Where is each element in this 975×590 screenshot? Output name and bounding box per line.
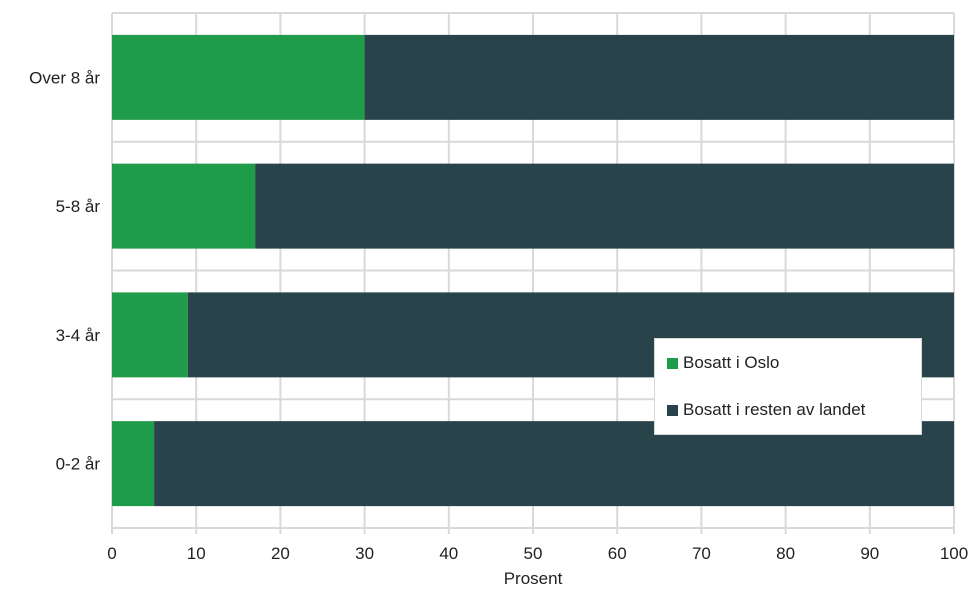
bar-oslo [112,163,256,249]
legend-label-oslo: Bosatt i Oslo [683,353,780,372]
x-tick-label: 20 [271,544,290,563]
bars [112,34,955,507]
legend: Bosatt i Oslo Bosatt i resten av landet [654,338,922,435]
x-tick-label: 90 [860,544,879,563]
legend-swatch-oslo [667,357,678,369]
y-tick-label: 3-4 år [56,326,101,345]
x-tick-label: 0 [107,544,116,563]
x-tick-label: 60 [608,544,627,563]
x-tick-label: 100 [940,544,968,563]
legend-item-rest: Bosatt i resten av landet [667,400,865,420]
bar-oslo [112,34,365,120]
bar-oslo [112,421,155,507]
legend-label-rest: Bosatt i resten av landet [683,400,866,419]
y-tick-label: 5-8 år [56,197,101,216]
bar-rest [154,421,955,507]
y-tick-label: Over 8 år [29,68,100,87]
x-tick-label: 40 [439,544,458,563]
x-tick-label: 10 [187,544,206,563]
bar-oslo [112,292,188,378]
x-tick-label: 50 [524,544,543,563]
x-tick-label: 70 [692,544,711,563]
y-tick-labels: Over 8 år 5-8 år 3-4 år 0-2 år [29,68,100,473]
legend-swatch-rest [667,404,678,416]
x-tick-label: 30 [355,544,374,563]
bar-rest [255,163,954,249]
y-tick-label: 0-2 år [56,455,101,474]
x-tick-labels: 0 10 20 30 40 50 60 70 80 90 100 [107,544,968,563]
x-tick-label: 80 [776,544,795,563]
legend-item-oslo: Bosatt i Oslo [667,353,779,373]
x-axis-label: Prosent [504,569,563,588]
bar-rest [364,34,955,120]
